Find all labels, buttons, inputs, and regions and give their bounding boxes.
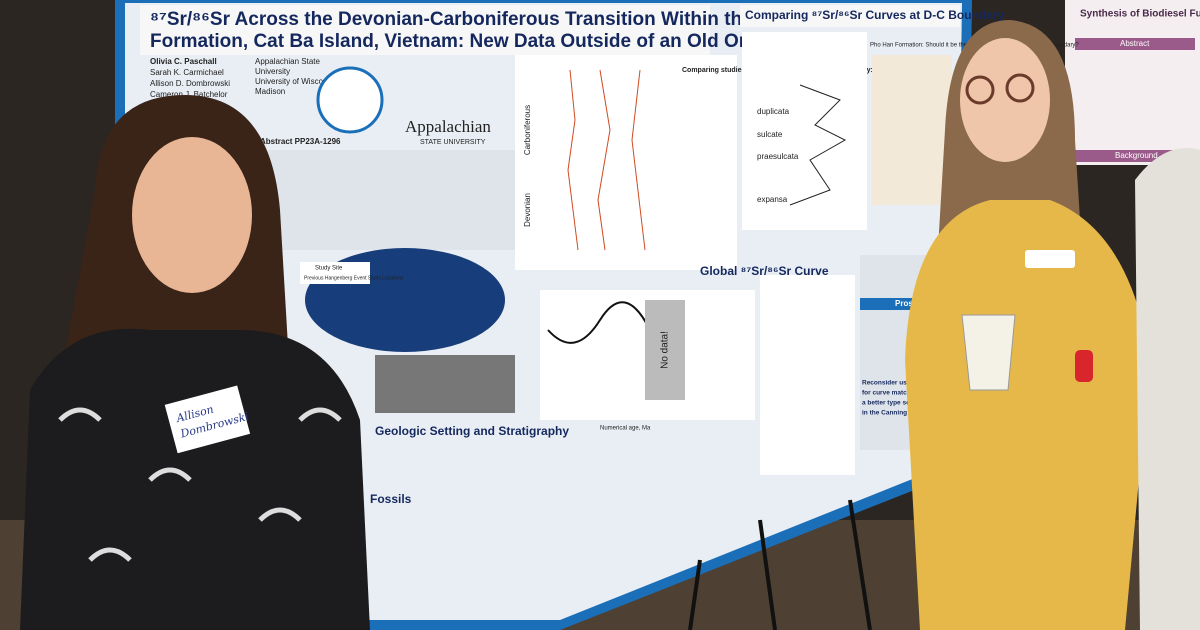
- section-heading: Pros: [895, 299, 913, 308]
- strat-curve: [567, 69, 646, 251]
- dress: [20, 328, 370, 630]
- period-label: Carboniferous: [523, 105, 532, 155]
- face: [960, 38, 1050, 162]
- author: Cameron J. Batchelor: [150, 90, 228, 99]
- name-tag: Allison Dombrowski: [164, 385, 251, 454]
- intro-text: [250, 150, 515, 250]
- section-bar: [1075, 38, 1195, 50]
- affiliation: University: [255, 67, 290, 76]
- dress: [905, 200, 1150, 630]
- field-photos: [375, 355, 515, 413]
- easel: [688, 499, 872, 630]
- person: [1135, 148, 1200, 630]
- zone-label: praesulcata: [757, 152, 799, 161]
- section-heading: Global ⁸⁷Sr/⁸⁶Sr Curve: [700, 264, 829, 278]
- affiliation: Madison: [255, 87, 285, 96]
- university-sub: STATE UNIVERSITY: [420, 139, 486, 146]
- glasses: [965, 75, 995, 105]
- no-data-label: No data!: [660, 331, 671, 369]
- affiliation: University of Wisconsin: [255, 77, 338, 86]
- strat-chart: [515, 55, 737, 270]
- logo: [316, 66, 384, 134]
- heading-bar: [740, 5, 960, 27]
- reconsider: for curve matching and: [862, 390, 934, 397]
- cup: [961, 314, 1016, 391]
- section-heading: Abstract: [1120, 39, 1150, 48]
- author: Olivia C. Paschall: [150, 57, 217, 66]
- glasses: [1005, 73, 1035, 103]
- poster-title: Formation, Cat Ba Island, Vietnam: New D…: [150, 31, 803, 52]
- poster-title: ⁸⁷Sr/⁸⁶Sr Across the Devonian-Carbonifer…: [150, 9, 835, 30]
- sr-curve-chart: [742, 32, 867, 230]
- zone-label: duplicata: [757, 107, 790, 116]
- university: Appalachian: [405, 117, 491, 136]
- watch: [1075, 350, 1093, 382]
- section-heading: Geologic Setting and Stratigraphy: [375, 424, 569, 438]
- zone-label: expansa: [757, 195, 788, 204]
- reconsider: a better type section is found: [862, 400, 952, 407]
- section-heading: Background: [1115, 151, 1158, 160]
- sr-curve: [789, 84, 847, 206]
- mini-charts: [872, 55, 952, 205]
- dress-pattern: [58, 407, 342, 562]
- map-legend-item: Study Site: [315, 266, 343, 272]
- zone-label: sulcate: [757, 130, 783, 139]
- name-tag-card: [1025, 250, 1075, 268]
- no-data-band: [645, 300, 685, 400]
- title-panel: [140, 5, 710, 55]
- second-poster: [1065, 0, 1200, 165]
- reconsider: Reconsider using ⁸⁷Sr/⁸⁶Sr: [862, 380, 946, 387]
- model-charts: [760, 275, 855, 475]
- period-label: Devonian: [523, 193, 532, 227]
- section-heading: Fossils: [370, 492, 412, 506]
- name-tag-card: [164, 385, 251, 454]
- affiliation: Appalachian State: [255, 57, 320, 66]
- section-heading: Comparing ⁸⁷Sr/⁸⁶Sr Curves at D-C Bounda…: [745, 8, 1005, 22]
- x-axis-label: Numerical age, Ma: [600, 426, 651, 432]
- global-curve: [547, 301, 651, 344]
- face: [132, 137, 252, 293]
- abstract-id: Abstract PP23A-1296: [260, 137, 341, 146]
- author: Allison D. Dombrowski: [150, 79, 230, 88]
- map-legend-item: Previous Hangenberg Event Study Location…: [304, 275, 404, 281]
- map-legend: [300, 262, 370, 284]
- author: Sarah K. Carmichael: [150, 68, 224, 77]
- second-poster-title: Synthesis of Biodiesel Fuel fro: [1080, 9, 1200, 20]
